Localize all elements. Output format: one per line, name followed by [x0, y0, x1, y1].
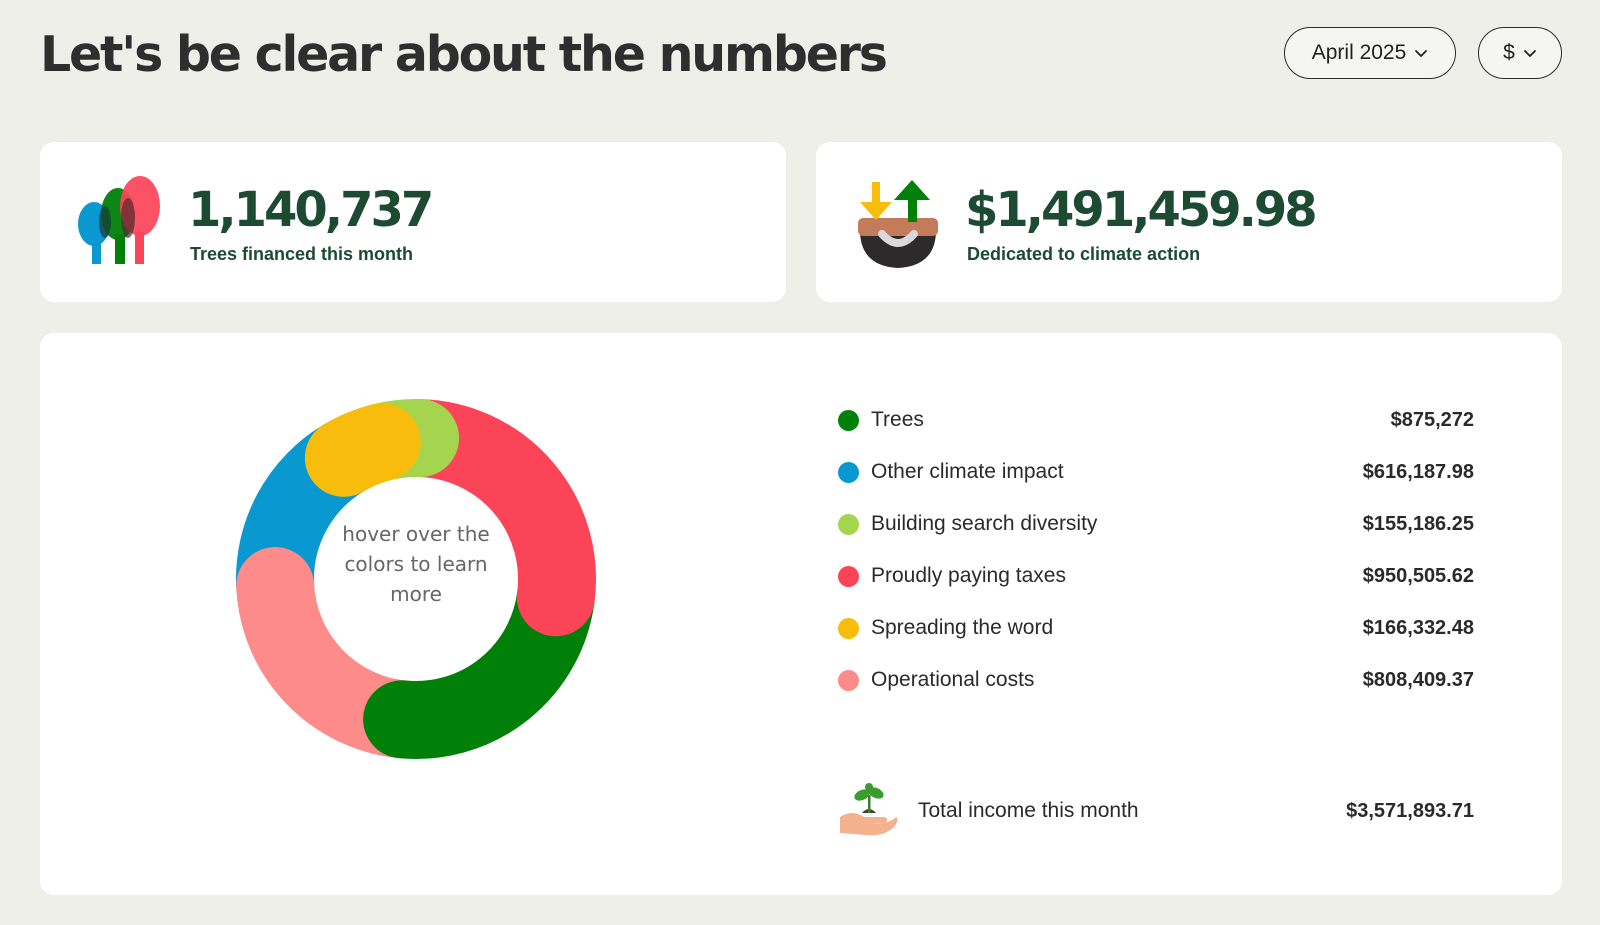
trees-financed-value: 1,140,737: [188, 182, 434, 238]
month-select-label: April 2025: [1311, 41, 1407, 64]
legend-label: Trees: [871, 408, 924, 431]
trees-financed-card: 1,140,737 Trees financed this month: [40, 142, 786, 302]
legend-color-dot: [838, 617, 859, 639]
climate-action-card: $1,491,459.98 Dedicated to climate actio…: [816, 142, 1562, 302]
legend-color-dot: [838, 409, 859, 431]
donut-segment-spreading-the-word[interactable]: [304, 403, 421, 497]
legend-color-dot: [838, 461, 859, 483]
chevron-down-icon: [1415, 50, 1428, 57]
donut-center-hint: hover over the colors to learn more: [342, 522, 490, 606]
seedling-hand-icon: [840, 783, 898, 836]
legend-label: Proudly paying taxes: [871, 564, 1066, 587]
total-income-label: Total income this month: [918, 799, 1139, 822]
legend-value: $616,187.98: [1362, 460, 1474, 483]
legend-label: Spreading the word: [871, 616, 1054, 639]
legend-item[interactable]: Operational costs $808,409.37: [838, 665, 1474, 695]
donut-chart: [236, 399, 596, 759]
climate-action-label: Dedicated to climate action: [967, 244, 1201, 264]
legend-color-dot: [838, 565, 859, 587]
income-breakdown-card: hover over the colors to learn more Tree…: [40, 333, 1562, 895]
currency-select[interactable]: $: [1478, 27, 1562, 79]
legend-value: $155,186.25: [1362, 512, 1474, 535]
legend-item[interactable]: Proudly paying taxes $950,505.62: [838, 561, 1474, 591]
legend-item[interactable]: Spreading the word $166,332.48: [838, 613, 1474, 643]
legend-value: $166,332.48: [1362, 616, 1474, 639]
page-title: Let's be clear about the numbers: [40, 26, 888, 83]
currency-select-label: $: [1503, 41, 1515, 64]
legend-value: $808,409.37: [1362, 668, 1474, 691]
total-income-row: Total income this month $3,571,893.71: [838, 783, 1474, 839]
legend-label: Building search diversity: [871, 512, 1098, 535]
legend-item[interactable]: Building search diversity $155,186.25: [838, 509, 1474, 539]
month-select[interactable]: April 2025: [1284, 27, 1456, 79]
climate-action-icon: [858, 180, 938, 268]
trees-icon: [78, 176, 160, 264]
legend-label: Operational costs: [871, 668, 1035, 691]
legend-color-dot: [838, 669, 859, 691]
legend-color-dot: [838, 513, 859, 535]
legend-value: $875,272: [1390, 408, 1474, 431]
legend-label: Other climate impact: [871, 460, 1064, 483]
total-income-value: $3,571,893.71: [1346, 799, 1474, 822]
legend-item[interactable]: Other climate impact $616,187.98: [838, 457, 1474, 487]
legend-item[interactable]: Trees $875,272: [838, 405, 1474, 435]
climate-action-value: $1,491,459.98: [965, 182, 1318, 238]
chevron-down-icon: [1523, 50, 1536, 57]
legend-value: $950,505.62: [1362, 564, 1474, 587]
trees-financed-label: Trees financed this month: [190, 244, 414, 264]
